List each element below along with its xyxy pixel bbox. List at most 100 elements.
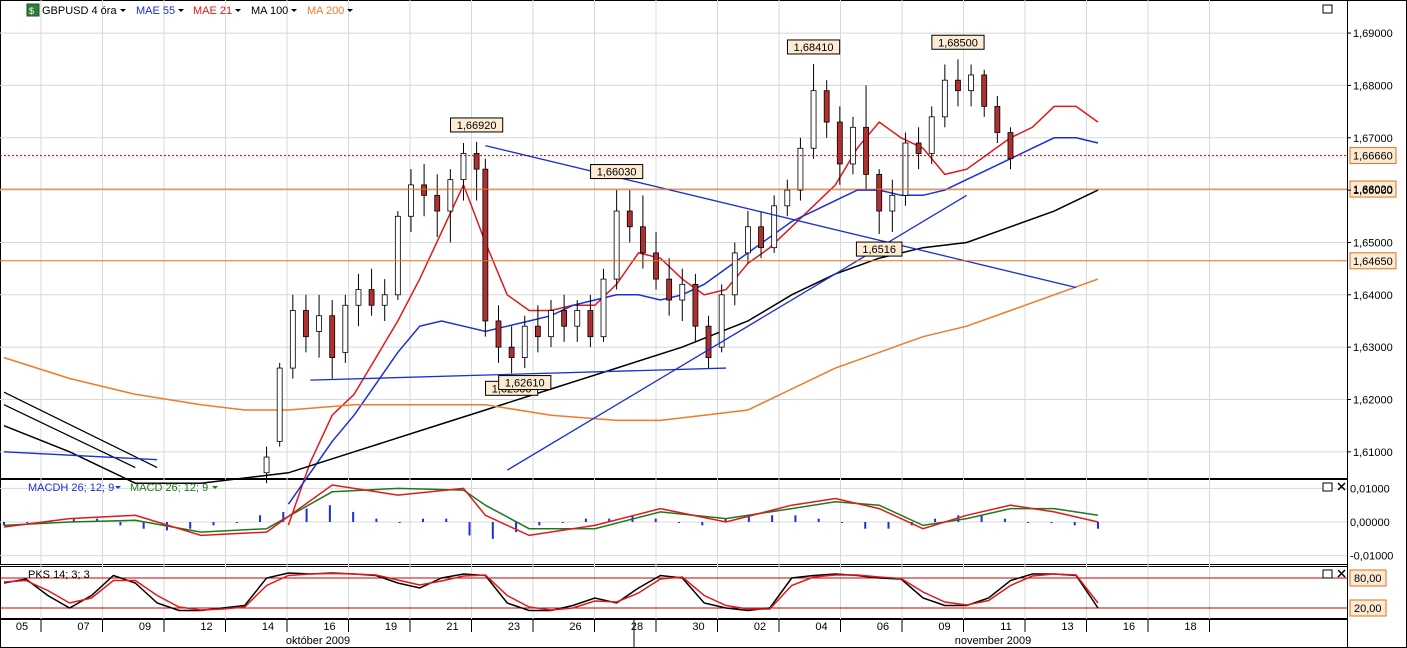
x-tick-label: 06 — [877, 621, 889, 633]
macd-histogram-bar — [282, 511, 285, 522]
chevron-down-icon[interactable] — [115, 486, 121, 489]
macd-histogram-bar — [142, 522, 145, 529]
macd-histogram-bar — [328, 505, 331, 522]
candle-body — [731, 252, 738, 296]
chevron-down-icon[interactable] — [120, 9, 126, 12]
candle-body — [460, 153, 467, 181]
annotation-label: 1,66030 — [597, 167, 637, 179]
candle-body — [915, 142, 922, 154]
y-tick-label: 1,69000 — [1353, 28, 1393, 40]
candle-body — [836, 121, 843, 165]
maximize-icon[interactable] — [1322, 569, 1333, 579]
symbol-label[interactable]: GBPUSD 4 óra — [42, 5, 117, 17]
candle-body — [613, 210, 620, 280]
macd-histogram-bar — [235, 522, 238, 523]
price-level-box — [1349, 252, 1397, 270]
close-icon[interactable] — [1337, 569, 1346, 578]
legend-dropdown-arrows[interactable] — [115, 9, 353, 489]
chevron-down-icon[interactable] — [212, 486, 218, 489]
maximize-icon[interactable] — [1322, 482, 1333, 492]
close-icon[interactable] — [1337, 482, 1346, 491]
macd-plot — [3, 484, 1099, 539]
candle-body — [692, 283, 699, 327]
chevron-down-icon[interactable] — [178, 9, 184, 12]
x-tick-label: 12 — [200, 621, 212, 633]
x-tick-label: 23 — [508, 621, 520, 633]
macd-histogram-bar — [491, 522, 494, 539]
stoch-label[interactable]: PKS 14; 3; 3 — [28, 569, 90, 581]
y-tick-label: 0,01000 — [1350, 483, 1390, 495]
window-controls[interactable] — [1322, 4, 1346, 579]
y-axis-labels: 1,69000 1,68000 1,67000 1,66000 1,65000 1,640… — [1347, 28, 1393, 563]
macd-histogram-bar — [934, 518, 937, 522]
chevron-down-icon[interactable] — [347, 9, 353, 12]
symbol-icon — [26, 3, 40, 17]
candle-body — [495, 320, 502, 348]
chevron-down-icon[interactable] — [291, 9, 297, 12]
chevron-down-icon[interactable] — [235, 9, 241, 12]
candle-body — [329, 315, 336, 359]
x-tick-label: 09 — [139, 621, 151, 633]
candle-body — [316, 315, 322, 332]
x-tick-label: 19 — [385, 621, 397, 633]
candle-body — [823, 90, 830, 123]
macd-histogram-bar — [584, 518, 587, 522]
study-ma200[interactable]: MA 200 — [307, 5, 344, 17]
annotation-box — [498, 375, 552, 391]
macd-histogram-bar — [72, 518, 75, 522]
macd-histogram-bar — [747, 515, 750, 522]
macd-line — [3, 484, 1099, 537]
candle-body — [639, 226, 646, 254]
candle-body — [810, 90, 817, 149]
candle-body — [718, 294, 725, 348]
macd-histogram-bar — [840, 522, 843, 523]
macd-histogram-bar — [352, 511, 355, 522]
trendline — [485, 144, 1077, 289]
x-tick-label: 04 — [815, 621, 827, 633]
macd-histogram-bar — [654, 518, 657, 522]
candle-body — [548, 310, 554, 338]
series-line — [3, 189, 1099, 484]
candle-body — [705, 325, 712, 359]
x-tick-label: 18 — [1184, 621, 1196, 633]
series-line — [3, 278, 1099, 422]
x-tick-label: 30 — [692, 621, 704, 633]
study-ma100[interactable]: MA 100 — [251, 5, 288, 17]
candle-body — [902, 142, 909, 196]
macd-histogram-bar — [375, 518, 378, 522]
candle-body — [381, 294, 388, 306]
macd-line — [3, 487, 1099, 533]
candle-body — [771, 205, 778, 249]
macd-histogram-bar — [212, 522, 215, 526]
macd-histogram-bar — [398, 522, 401, 523]
macdh-label[interactable]: MACDH 26; 12; 9 — [28, 482, 114, 494]
macd-label[interactable]: MACD 26; 12; 9 — [130, 482, 208, 494]
candle-body — [574, 310, 581, 327]
macd-histogram-bar — [515, 522, 518, 533]
price-level-label: 1,66660 — [1353, 151, 1393, 163]
price-level-label: 1,64650 — [1353, 256, 1393, 268]
candle-body — [850, 126, 856, 165]
maximize-icon[interactable] — [1322, 4, 1333, 14]
macd-histogram-bar — [771, 515, 774, 522]
month-label: október 2009 — [286, 635, 350, 647]
annotation-box — [590, 164, 644, 180]
price-legend: $ GBPUSD 4 óra MAE 55 MAE 21 MA 100 MA 2… — [26, 3, 344, 581]
y-tick-label: 1,61000 — [1353, 447, 1393, 459]
stoch-line — [3, 572, 1099, 611]
candle-body — [1007, 132, 1014, 160]
candle-body — [626, 210, 633, 228]
x-tick-label: 07 — [77, 621, 89, 633]
candle-body — [534, 325, 541, 338]
price-panel — [0, 0, 1348, 479]
study-mae55[interactable]: MAE 55 — [136, 5, 175, 17]
study-mae21[interactable]: MAE 21 — [193, 5, 232, 17]
x-axis-labels: 05 07 09 12 14 16 19 21 23 26 28 30 02 04 06 09 11 13 16 18… — [16, 619, 1210, 648]
annotation-label: 1,68410 — [794, 42, 834, 54]
macd-histogram-bar — [1027, 522, 1030, 523]
stochastic-plot: 80,00 20,00 — [0, 569, 1387, 617]
x-tick-label: 05 — [16, 621, 28, 633]
y-tick-label: 1,68000 — [1353, 80, 1393, 92]
candle-body — [521, 325, 528, 359]
horizontal-price-lines: 1,66660 1,66020 1,64650 — [0, 147, 1397, 270]
